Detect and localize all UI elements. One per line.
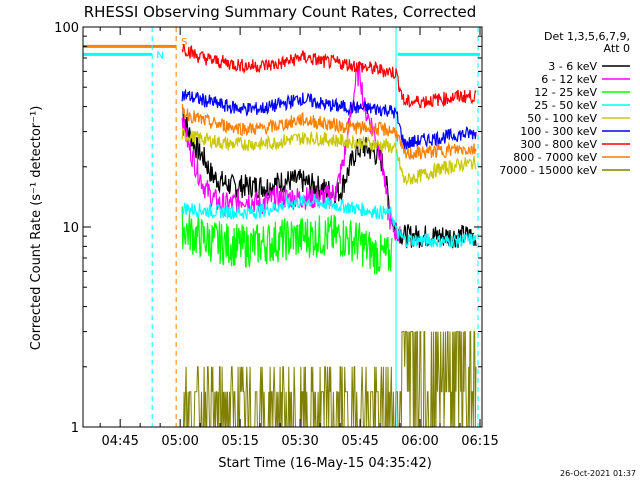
x-tick-label: 05:15 xyxy=(221,434,258,449)
x-tick-label: 05:30 xyxy=(281,434,318,449)
chart-title: RHESSI Observing Summary Count Rates, Co… xyxy=(84,3,477,21)
annotation-label: S xyxy=(181,37,187,48)
legend-label: 100 - 300 keV xyxy=(520,125,597,138)
legend-header-line2: Att 0 xyxy=(604,42,630,55)
legend-label: 3 - 6 keV xyxy=(548,60,597,73)
x-tick-label: 05:45 xyxy=(341,434,378,449)
legend-label: 6 - 12 keV xyxy=(541,73,597,86)
legend-label: 800 - 7000 keV xyxy=(513,151,597,164)
x-tick-label: 06:00 xyxy=(401,434,438,449)
series-group: NS xyxy=(83,27,481,427)
series-line-5 xyxy=(181,128,477,186)
x-axis-label: Start Time (16-May-15 04:35:42) xyxy=(218,456,432,471)
x-tick-label: 05:00 xyxy=(161,434,198,449)
legend-header-line1: Det 1,3,5,6,7,9, xyxy=(544,30,630,43)
y-tick-label: 100 xyxy=(54,21,79,36)
series-line-8 xyxy=(181,104,477,160)
series-line-7 xyxy=(181,43,477,109)
generation-timestamp: 26-Oct-2021 01:37 xyxy=(560,469,636,478)
x-tick-label: 06:15 xyxy=(461,434,498,449)
axes: 04:45 05:00 05:15 05:30 05:45 06:00 06:15 1 10 10… xyxy=(54,21,499,449)
legend-label: 12 - 25 keV xyxy=(534,86,597,99)
annotation-label: N xyxy=(156,50,163,61)
plot-area: NS xyxy=(83,27,481,427)
legend-label: 50 - 100 keV xyxy=(527,112,597,125)
series-line-6 xyxy=(181,88,477,150)
series-line-9 xyxy=(182,331,477,427)
legend-label: 300 - 800 keV xyxy=(520,138,597,151)
y-tick-label: 10 xyxy=(62,221,79,236)
x-tick-label: 04:45 xyxy=(101,434,138,449)
y-tick-label: 1 xyxy=(71,421,79,436)
y-axis-label: Corrected Count Rate (s⁻¹ detector⁻¹) xyxy=(29,106,44,351)
series-line-3 xyxy=(181,206,393,275)
legend-label: 7000 - 15000 keV xyxy=(499,164,597,177)
series-line-4 xyxy=(181,193,477,248)
legend-label: 25 - 50 keV xyxy=(534,99,597,112)
